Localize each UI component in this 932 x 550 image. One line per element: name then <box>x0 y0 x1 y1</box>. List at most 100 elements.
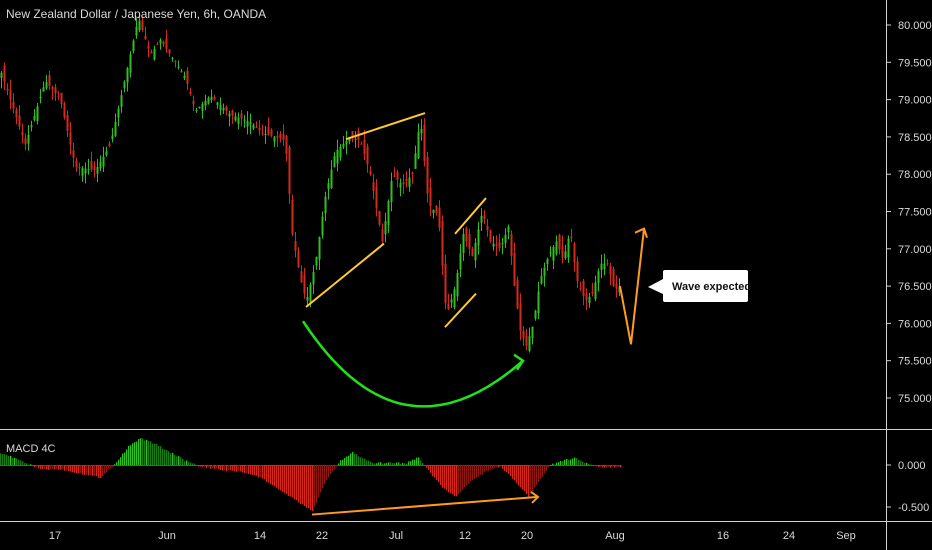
macd-bar <box>336 465 338 467</box>
macd-bar <box>340 460 342 465</box>
candle-body <box>609 265 612 275</box>
projection-path[interactable] <box>619 228 645 345</box>
macd-bar <box>190 462 192 465</box>
candle-body <box>420 128 423 134</box>
macd-bar <box>142 438 144 465</box>
macd-bar <box>352 451 354 465</box>
candle-body <box>285 135 288 154</box>
price-pane[interactable] <box>0 14 621 353</box>
candle-body <box>507 226 510 232</box>
candle-body <box>306 296 309 301</box>
macd-bar <box>280 465 282 491</box>
candle-body <box>486 225 489 231</box>
macd-bar <box>322 465 324 489</box>
macd-bar <box>222 465 224 471</box>
macd-bar <box>96 465 98 477</box>
macd-bar <box>498 465 500 468</box>
macd-pane[interactable] <box>0 438 622 512</box>
macd-bar <box>454 465 456 496</box>
time-axis[interactable]: 17 Jun 14 22 Jul 12 20 Aug 16 24 Sep <box>49 530 856 542</box>
candle-body <box>12 101 15 109</box>
macd-bar <box>2 453 4 465</box>
candle-body <box>282 134 285 140</box>
candle-body <box>144 35 147 40</box>
trendline[interactable] <box>305 242 385 308</box>
candle-body <box>399 183 402 188</box>
candle-body <box>138 20 141 31</box>
candle-body <box>378 210 381 225</box>
macd-bar <box>458 465 460 495</box>
candle-body <box>15 109 18 118</box>
macd-bar <box>276 465 278 488</box>
trendline[interactable] <box>454 197 487 235</box>
macd-bar <box>72 465 74 473</box>
macd-bar <box>252 465 254 475</box>
macd-bar <box>206 465 208 469</box>
candle-body <box>585 293 588 300</box>
macd-bar <box>448 465 450 493</box>
candle-body <box>381 229 384 242</box>
macd-bar <box>422 463 424 465</box>
macd-bar <box>366 460 368 465</box>
macd-bar <box>272 465 274 486</box>
macd-bar <box>84 465 86 475</box>
macd-bar <box>58 465 60 470</box>
candle-body <box>6 88 9 91</box>
macd-bar <box>518 465 520 486</box>
macd-divergence-line[interactable] <box>311 495 539 516</box>
macd-bar <box>104 465 106 474</box>
trendline[interactable] <box>444 292 477 328</box>
macd-bar <box>302 465 304 505</box>
candle-body <box>219 105 222 111</box>
candle-body <box>84 168 87 174</box>
candle-body <box>60 92 63 105</box>
macd-bar <box>116 462 118 465</box>
candle-body <box>156 43 159 45</box>
macd-bar <box>618 465 620 467</box>
macd-bar <box>98 465 100 478</box>
price-axis[interactable]: 80.000 79.500 79.000 78.500 78.000 77.500 77.0… <box>886 20 932 405</box>
trendline[interactable] <box>345 112 426 141</box>
candle-body <box>330 169 333 188</box>
macd-bar <box>338 463 340 465</box>
macd-bar <box>492 465 494 470</box>
macd-bar <box>150 441 152 465</box>
macd-bar <box>560 460 562 465</box>
macd-bar <box>524 465 526 492</box>
macd-bar <box>22 461 24 465</box>
candle-body <box>534 310 537 319</box>
candle-body <box>87 169 90 171</box>
candle-body <box>132 40 135 52</box>
macd-bar <box>134 442 136 465</box>
macd-bar <box>446 465 448 491</box>
macd-bar <box>398 462 400 465</box>
macd-bar <box>214 465 216 469</box>
time-tick-label: Sep <box>836 530 856 542</box>
price-tick-label: 79.500 <box>898 57 932 69</box>
candle-body <box>348 137 351 142</box>
macd-bar <box>620 465 622 468</box>
candle-body <box>531 326 534 339</box>
macd-bar <box>374 463 376 465</box>
macd-bar <box>440 465 442 486</box>
candle-body <box>432 209 435 214</box>
macd-bar <box>596 465 598 467</box>
macd-bar <box>218 465 220 470</box>
arc-arrow[interactable] <box>301 320 524 408</box>
candle-body <box>261 132 264 134</box>
candle-body <box>276 136 279 138</box>
candle-body <box>153 48 156 60</box>
macd-bar <box>120 457 122 465</box>
macd-bar <box>278 465 280 490</box>
candle-body <box>366 146 369 165</box>
macd-bar <box>476 465 478 478</box>
macd-bar <box>12 457 14 465</box>
macd-bar <box>496 465 498 468</box>
macd-bar <box>92 465 94 476</box>
candle-body <box>564 251 567 259</box>
macd-bar <box>36 465 38 467</box>
macd-axis[interactable]: 0.000 -0.500 <box>886 460 929 514</box>
candle-body <box>111 135 114 140</box>
macd-bar <box>286 465 288 495</box>
callout-text: Wave expected <box>672 281 751 293</box>
